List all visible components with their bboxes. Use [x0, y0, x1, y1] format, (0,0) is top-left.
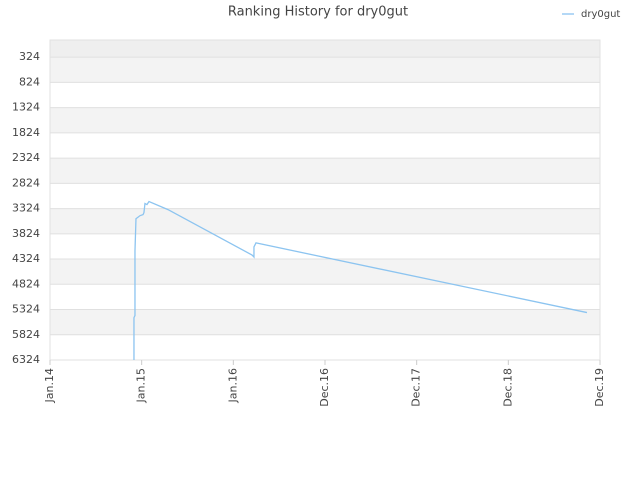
- y-tick-label: 2324: [12, 151, 40, 164]
- y-tick-label: 3324: [12, 202, 40, 215]
- y-tick-label: 1824: [12, 126, 40, 139]
- x-tick-label: Dec.17: [410, 368, 423, 407]
- plot-band: [50, 40, 600, 58]
- legend-label: dry0gut: [581, 9, 620, 20]
- plot-band: [50, 107, 600, 133]
- y-tick-label: 824: [19, 75, 40, 88]
- y-tick-label: 324: [19, 50, 40, 63]
- plot-band: [50, 309, 600, 335]
- y-tick-label: 4324: [12, 252, 40, 265]
- plot-band: [50, 259, 600, 285]
- x-tick-label: Dec.18: [501, 368, 514, 407]
- plot-band: [50, 57, 600, 83]
- chart-title: Ranking History for dry0gut: [228, 5, 408, 20]
- x-tick-label: Jan.15: [135, 368, 148, 403]
- y-tick-label: 5324: [12, 303, 40, 316]
- y-tick-label: 1324: [12, 101, 40, 114]
- plot-band: [50, 208, 600, 234]
- series-line: [133, 200, 588, 360]
- x-tick-label: Dec.16: [318, 368, 331, 407]
- x-tick-label: Dec.19: [593, 368, 606, 407]
- y-tick-label: 6324: [12, 353, 40, 366]
- y-tick-label: 2824: [12, 176, 40, 189]
- plot-band: [50, 158, 600, 184]
- y-tick-label: 5824: [12, 328, 40, 341]
- x-tick-label: Jan.16: [226, 368, 239, 403]
- y-tick-label: 4824: [12, 277, 40, 290]
- y-tick-label: 3824: [12, 227, 40, 240]
- x-tick-label: Jan.14: [43, 368, 56, 403]
